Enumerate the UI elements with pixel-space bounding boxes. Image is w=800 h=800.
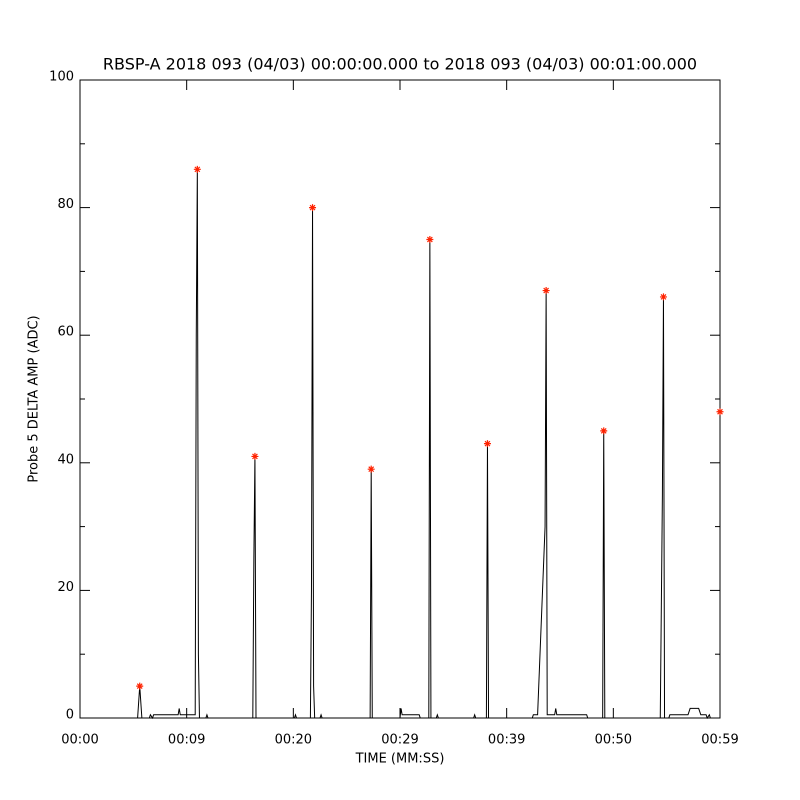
y-tick-label: 0 xyxy=(66,708,74,723)
x-tick-label: 00:09 xyxy=(168,733,205,748)
peak-marker xyxy=(659,293,667,301)
y-tick-label: 60 xyxy=(57,325,74,340)
peak-marker xyxy=(367,465,375,473)
peak-marker xyxy=(542,287,550,295)
x-tick-label: 00:39 xyxy=(488,733,525,748)
x-tick-label: 00:59 xyxy=(701,733,738,748)
chart-title: RBSP-A 2018 093 (04/03) 00:00:00.000 to … xyxy=(103,55,697,74)
y-tick-label: 80 xyxy=(57,197,74,212)
peak-marker xyxy=(136,682,144,690)
peak-marker xyxy=(309,204,317,212)
peak-marker xyxy=(426,236,434,243)
y-tick-label: 40 xyxy=(57,452,74,467)
y-tick-label: 100 xyxy=(49,70,74,85)
data-line xyxy=(80,169,711,720)
peak-marker xyxy=(193,165,201,173)
x-tick-label: 00:50 xyxy=(595,733,632,748)
x-tick-label: 00:20 xyxy=(275,733,312,748)
peak-marker xyxy=(251,452,259,460)
x-axis-title: TIME (MM:SS) xyxy=(355,752,445,767)
x-tick-label: 00:29 xyxy=(381,733,418,748)
peak-marker xyxy=(483,440,491,448)
y-axis-title: Probe 5 DELTA AMP (ADC) xyxy=(27,315,42,482)
x-tick-label: 00:00 xyxy=(61,733,98,748)
peak-marker xyxy=(600,427,608,435)
y-tick-label: 20 xyxy=(57,580,74,595)
peak-marker xyxy=(716,408,724,416)
